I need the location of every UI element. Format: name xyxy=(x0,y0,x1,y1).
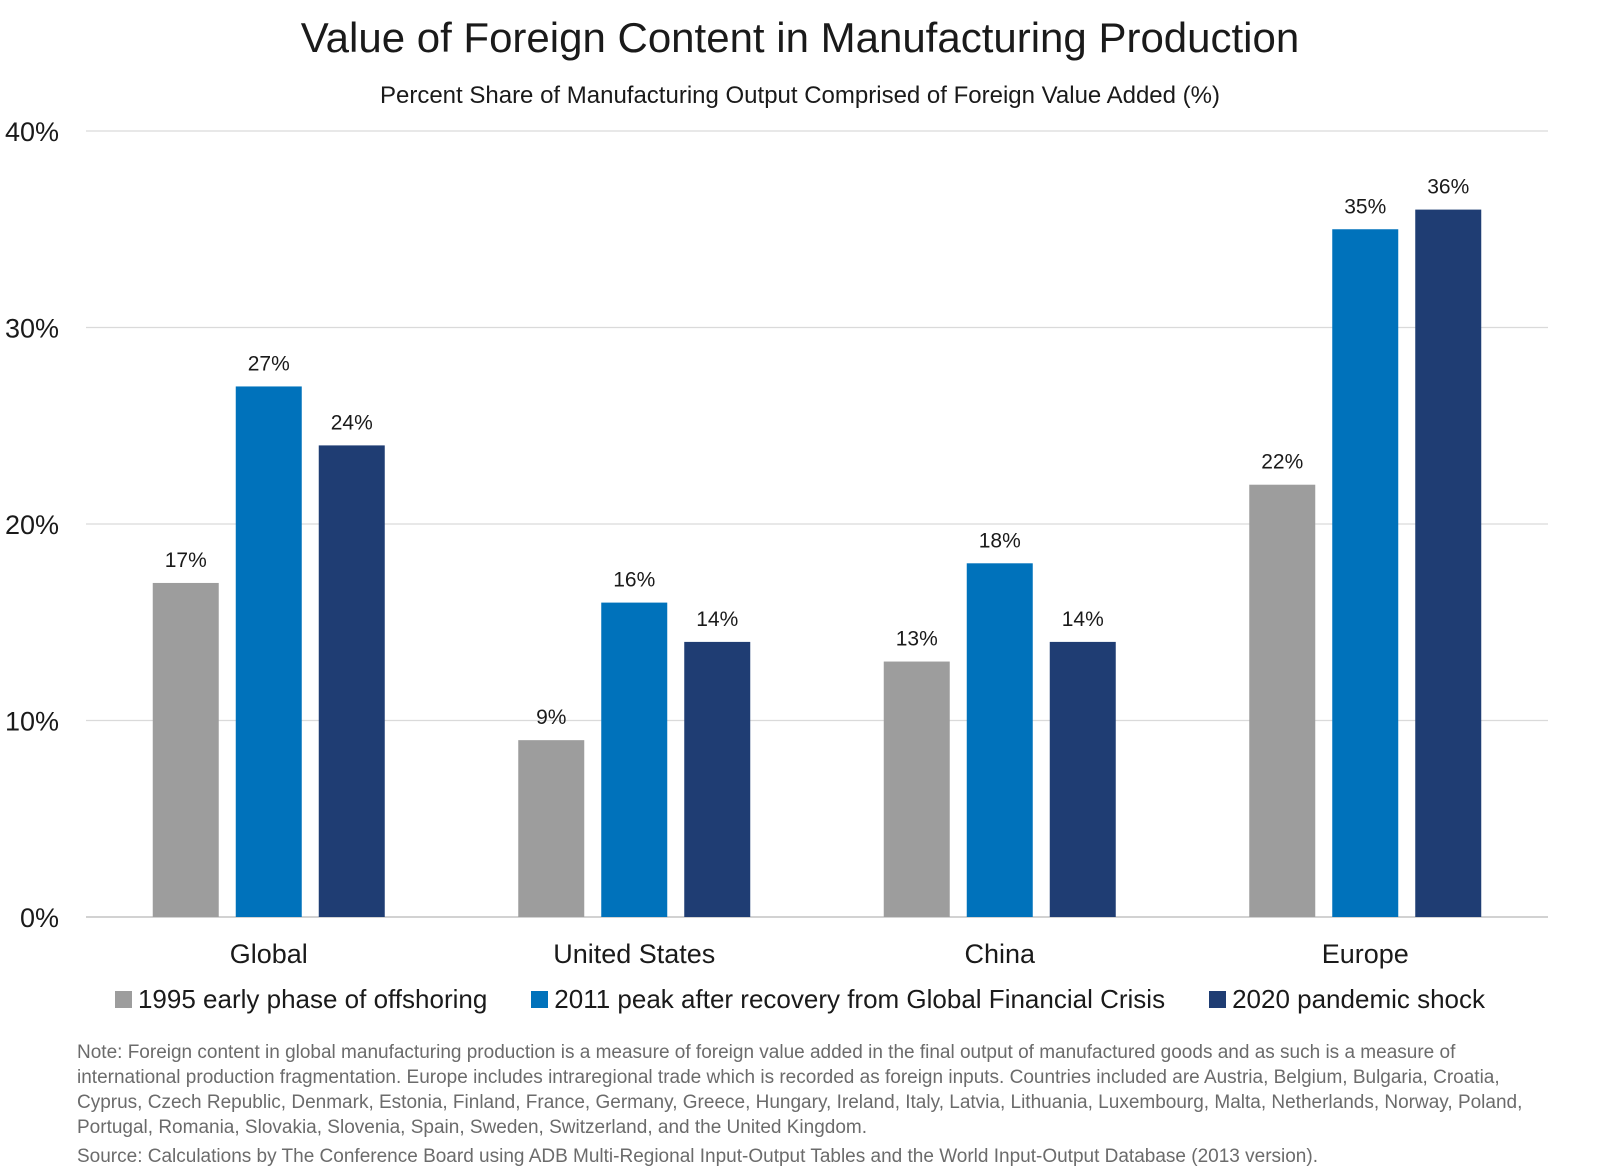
legend-swatch-2020 xyxy=(1209,991,1227,1008)
x-tick-label: China xyxy=(964,939,1036,969)
y-tick-label: 0% xyxy=(20,903,59,933)
bar-chart: 0% 10% 20% 30% 40% 17% 27% 24% Global 9% 16% 14% Uni… xyxy=(5,117,1548,969)
legend-item-1995: 1995 early phase of offshoring xyxy=(114,984,488,1015)
data-label: 14% xyxy=(1062,608,1104,631)
bar xyxy=(318,445,385,917)
x-tick-label: Global xyxy=(230,939,308,969)
data-label: 13% xyxy=(896,628,938,651)
chart-source: Source: Calculations by The Conference B… xyxy=(77,1146,1318,1167)
data-label: 9% xyxy=(536,706,566,729)
x-tick-label: United States xyxy=(553,939,715,969)
data-label: 17% xyxy=(165,549,207,572)
data-label: 22% xyxy=(1261,451,1303,474)
bar xyxy=(1049,641,1116,917)
chart-legend: 1995 early phase of offshoring 2011 peak… xyxy=(0,984,1600,1015)
y-tick-label: 30% xyxy=(5,314,59,344)
chart-title: Value of Foreign Content in Manufacturin… xyxy=(300,14,1300,61)
legend-item-2011: 2011 peak after recovery from Global Fin… xyxy=(531,984,1165,1015)
legend-swatch-2011 xyxy=(531,991,549,1008)
y-tick-label: 10% xyxy=(5,707,59,737)
legend-label-2020: 2020 pandemic shock xyxy=(1232,984,1486,1014)
bar xyxy=(235,386,302,917)
data-label: 14% xyxy=(696,608,738,631)
data-label: 35% xyxy=(1344,195,1386,218)
data-label: 36% xyxy=(1427,176,1469,199)
y-tick-label: 40% xyxy=(5,117,59,147)
data-label: 27% xyxy=(248,352,290,375)
data-label: 24% xyxy=(331,411,373,434)
legend-swatch-1995 xyxy=(114,991,132,1008)
bar xyxy=(518,740,585,917)
legend-item-2020: 2020 pandemic shock xyxy=(1209,984,1485,1015)
data-label: 18% xyxy=(979,529,1021,552)
bar xyxy=(1332,229,1399,917)
bar xyxy=(1415,209,1482,918)
legend-label-1995: 1995 early phase of offshoring xyxy=(137,984,488,1014)
bar xyxy=(1249,484,1316,917)
bar xyxy=(966,563,1033,917)
bar xyxy=(152,582,219,917)
chart-subtitle: Percent Share of Manufacturing Output Co… xyxy=(379,82,1220,109)
y-tick-label: 20% xyxy=(5,510,59,540)
bar xyxy=(883,661,950,917)
legend-label-2011: 2011 peak after recovery from Global Fin… xyxy=(554,984,1166,1014)
data-label: 16% xyxy=(613,569,655,592)
bar xyxy=(601,602,668,917)
bar xyxy=(684,641,751,917)
x-tick-label: Europe xyxy=(1322,939,1409,969)
chart-note: Note: Foreign content in global manufact… xyxy=(77,1042,1523,1138)
